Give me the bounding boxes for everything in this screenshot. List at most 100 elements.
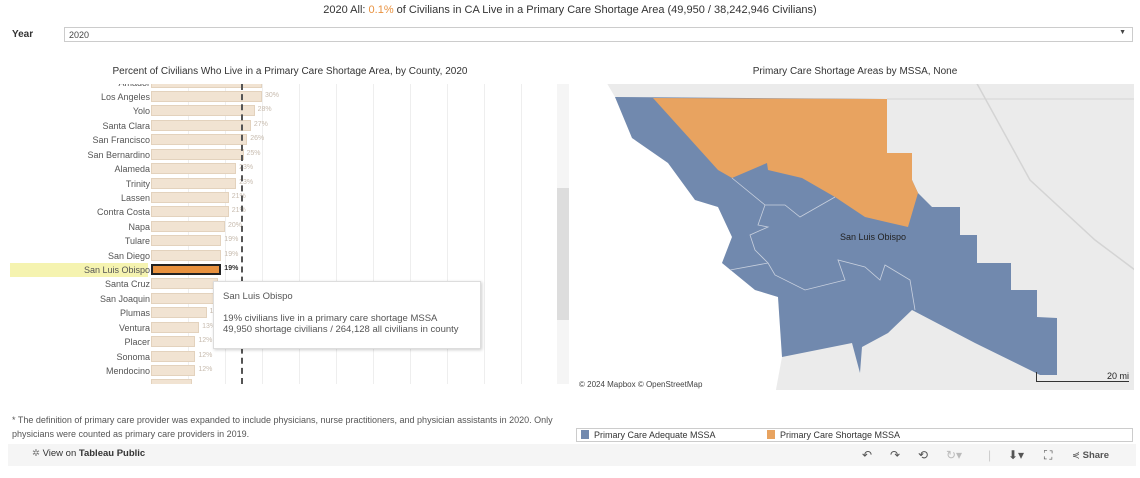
map[interactable]: San Luis Obispo bbox=[576, 84, 1134, 390]
legend-swatch bbox=[581, 430, 589, 439]
tooltip-line2: 49,950 shortage civilians / 264,128 all … bbox=[223, 324, 459, 335]
tooltip: San Luis Obispo 19% civilians live in a … bbox=[213, 281, 481, 349]
headline-suffix: of Civilians in CA Live in a Primary Car… bbox=[393, 4, 817, 16]
county-label[interactable]: Napa bbox=[128, 221, 150, 232]
county-label[interactable]: Amador bbox=[118, 84, 150, 90]
legend-item-shortage[interactable]: Primary Care Shortage MSSA bbox=[767, 430, 900, 440]
bar[interactable] bbox=[151, 350, 196, 362]
county-label[interactable]: Placer bbox=[124, 337, 150, 348]
county-label[interactable]: Mendocino bbox=[105, 366, 150, 376]
tooltip-title: San Luis Obispo bbox=[223, 291, 293, 302]
bar[interactable] bbox=[151, 321, 200, 333]
bar[interactable] bbox=[151, 91, 262, 103]
bar[interactable] bbox=[151, 307, 207, 319]
county-label[interactable]: San Francisco bbox=[92, 135, 150, 146]
bar[interactable] bbox=[151, 278, 218, 290]
bar[interactable] bbox=[151, 191, 229, 203]
toolbar-divider: | bbox=[988, 448, 992, 462]
bar[interactable] bbox=[151, 206, 229, 218]
bar-value-label: 21% bbox=[231, 207, 246, 215]
legend-label: Primary Care Shortage MSSA bbox=[780, 430, 901, 440]
bar[interactable] bbox=[151, 235, 222, 247]
bar[interactable] bbox=[151, 105, 255, 117]
download-icon[interactable]: ⬇▾ bbox=[1008, 448, 1025, 462]
county-label[interactable]: Los Angeles bbox=[100, 92, 150, 103]
map-scale: 20 mi bbox=[1036, 372, 1129, 382]
county-label[interactable]: Plumas bbox=[119, 308, 150, 319]
bar[interactable] bbox=[151, 365, 196, 376]
share-button[interactable]: ⋞ Share bbox=[1072, 450, 1109, 461]
bar-value-label: 23% bbox=[239, 178, 254, 186]
county-label[interactable]: Santa Clara bbox=[102, 120, 150, 131]
bar[interactable] bbox=[151, 84, 262, 88]
bar[interactable] bbox=[151, 177, 237, 189]
county-label[interactable]: Sonoma bbox=[116, 351, 150, 362]
map-credit: © 2024 Mapbox © OpenStreetMap bbox=[579, 380, 703, 389]
legend-item-adequate[interactable]: Primary Care Adequate MSSA bbox=[581, 430, 716, 440]
gridline bbox=[262, 84, 263, 384]
bar-value-label: 12% bbox=[198, 351, 213, 359]
revert-icon[interactable]: ⟲ bbox=[918, 448, 929, 462]
row-highlight bbox=[10, 263, 148, 278]
county-label[interactable]: Yolo bbox=[132, 106, 150, 117]
county-label[interactable]: Tulare bbox=[124, 236, 150, 247]
gridline bbox=[484, 84, 485, 384]
redo-icon[interactable]: ↷ bbox=[890, 448, 901, 462]
bar-value-label: 27% bbox=[253, 120, 268, 128]
year-filter-label: Year bbox=[12, 29, 34, 40]
tooltip-line1: 19% civilians live in a primary care sho… bbox=[223, 313, 438, 324]
view-brand: Tableau Public bbox=[78, 448, 146, 459]
county-label[interactable]: Contra Costa bbox=[96, 207, 150, 218]
map-legend: Primary Care Adequate MSSA Primary Care … bbox=[576, 428, 1133, 442]
bar[interactable] bbox=[151, 336, 196, 348]
scrollbar-thumb[interactable] bbox=[557, 188, 569, 320]
dropdown-arrow-icon: ▼ bbox=[1119, 29, 1126, 36]
county-label[interactable]: San Diego bbox=[107, 250, 150, 261]
gridline bbox=[447, 84, 448, 384]
county-label[interactable]: Lassen bbox=[120, 192, 150, 203]
bar-chart: Amador 30% Los Angeles 30% Yolo 28% Santa Clar… bbox=[10, 84, 555, 384]
county-label[interactable]: Alameda bbox=[114, 164, 150, 175]
bar-value-label: 12% bbox=[198, 337, 213, 345]
gridline bbox=[299, 84, 300, 384]
year-select[interactable]: 2020 ▼ bbox=[64, 27, 1133, 42]
county-label[interactable]: San Luis Obispo bbox=[83, 265, 150, 276]
bar[interactable] bbox=[151, 134, 248, 146]
bar[interactable] bbox=[151, 148, 244, 160]
fullscreen-icon[interactable]: ⛶ bbox=[1044, 448, 1053, 462]
bar[interactable] bbox=[151, 220, 225, 232]
bar[interactable] bbox=[151, 264, 222, 276]
bar-value-label: 25% bbox=[246, 149, 261, 157]
mssa-border bbox=[729, 177, 916, 311]
gridline bbox=[336, 84, 337, 384]
ocean bbox=[576, 84, 782, 390]
view-on-tableau-link[interactable]: ✲ View on Tableau Public bbox=[32, 448, 145, 459]
bar-value-label: 21% bbox=[231, 192, 246, 200]
bar-value-label: 28% bbox=[257, 106, 272, 114]
bar-value-label: 30% bbox=[265, 92, 280, 100]
bar[interactable] bbox=[151, 163, 237, 175]
county-label[interactable]: San Bernardino bbox=[87, 149, 150, 160]
toolbar bbox=[8, 444, 1136, 466]
share-icon: ⋞ bbox=[1072, 450, 1083, 461]
county-label[interactable]: Ventura bbox=[118, 322, 150, 333]
county-label[interactable]: Trinity bbox=[125, 178, 150, 189]
gridline bbox=[410, 84, 411, 384]
refresh-icon[interactable]: ↻▾ bbox=[946, 448, 963, 462]
county-label[interactable]: Santa Cruz bbox=[104, 279, 150, 290]
headline: 2020 All: 0.1% of Civilians in CA Live i… bbox=[0, 4, 1140, 16]
bar-value-label: 20% bbox=[228, 221, 243, 229]
bar-value-label: 13% bbox=[202, 322, 217, 330]
bar-value-label: 23% bbox=[239, 164, 254, 172]
bar[interactable] bbox=[151, 379, 192, 384]
bar[interactable] bbox=[151, 249, 222, 261]
bar-value-label: 12% bbox=[198, 366, 213, 373]
county-label[interactable]: San Joaquin bbox=[99, 293, 150, 304]
legend-label: Primary Care Adequate MSSA bbox=[594, 430, 716, 440]
map-title: Primary Care Shortage Areas by MSSA, Non… bbox=[752, 66, 958, 77]
undo-icon[interactable]: ↶ bbox=[862, 448, 873, 462]
bar-value-label: 19% bbox=[224, 265, 239, 273]
bar[interactable] bbox=[151, 292, 218, 304]
bar[interactable] bbox=[151, 119, 251, 131]
bar-value-label: 26% bbox=[250, 135, 265, 143]
